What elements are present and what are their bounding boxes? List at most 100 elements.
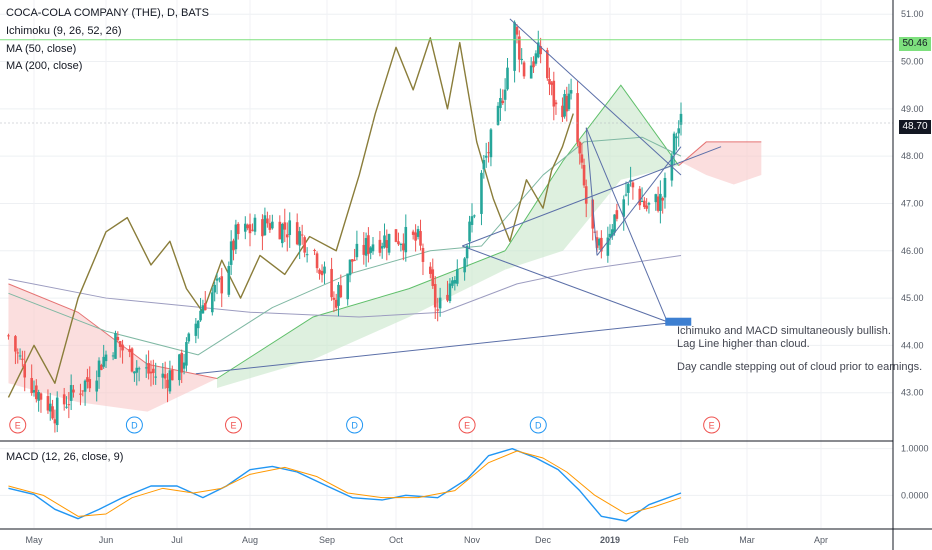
candle-down [88,379,92,389]
legend-macd[interactable]: MACD (12, 26, close, 9) [6,451,124,463]
candle-up [536,42,540,58]
candle-down [283,222,287,230]
candle-up [280,223,284,244]
candle-up [201,305,205,314]
candle-up [97,360,101,378]
candle-up [606,237,610,256]
time-tick-label: Apr [814,535,828,545]
candle-up [194,323,198,336]
time-tick-label: Nov [464,535,481,545]
candle-up [161,373,165,378]
candle-up [234,224,238,250]
candle-up [135,367,139,373]
candle-down [411,231,415,235]
candle-up [503,89,507,100]
candle-up [83,380,87,392]
macd-line [8,447,682,522]
time-tick-label: May [25,535,43,545]
candle-down [318,269,321,274]
event-label: D [351,421,358,431]
lag-line [7,37,574,398]
candle-up [640,201,644,203]
cloud-bull-edge [504,84,680,252]
candle-up [154,376,157,378]
candle-up [513,22,516,71]
candle-up [451,280,454,286]
price-tick-label: 49.00 [901,104,924,114]
candle-up [463,258,466,273]
candle-up [506,67,509,90]
macd-tick-label: 0.0000 [901,490,929,500]
candle-down [16,352,20,354]
candle-up [465,245,469,259]
candle-down [67,404,71,406]
candle-up [613,214,616,233]
trend-line [195,321,682,375]
earnings-marker: E [9,416,27,434]
candle-down [236,223,240,234]
candle-up [323,266,326,274]
candle-down [518,36,521,60]
candle-up [227,266,231,295]
candle-up [196,320,200,329]
candle-up [104,354,108,362]
candle-down [431,269,435,286]
annotation-line-4: Day candle stepping out of cloud prior t… [677,361,923,373]
lag-line [7,37,574,398]
candle-down [14,336,17,352]
candle-down [638,188,642,206]
price-tick-label: 47.00 [901,198,924,208]
trend-line [509,18,682,176]
annotation-line-2: Lag Line higher than cloud. [677,338,810,350]
candle-up [65,406,68,408]
candle-down [561,105,564,118]
candle-up [453,280,457,284]
candle-up [369,247,372,253]
time-tick-label: 2019 [600,535,620,545]
candle-down [39,393,43,400]
legend-ma200[interactable]: MA (200, close) [6,60,83,72]
candle-up [133,371,136,374]
candle-down [339,285,343,298]
candle-down [595,237,599,248]
candle-up [380,246,384,249]
candle-up [383,235,386,248]
candle-down [23,364,27,378]
candle-up [677,128,681,134]
candle-up [529,65,533,79]
candle-down [397,241,400,245]
candle-up [337,284,340,306]
candle-down [261,219,264,237]
candle-up [37,391,40,401]
candle-up [69,385,73,401]
candle-down [166,379,169,389]
candle-down [548,79,551,85]
candle-up [438,297,442,309]
candle-down [285,234,289,238]
annotation-line-1: Ichimuko and MACD simultaneously bullish… [677,325,891,337]
candle-down [600,237,603,252]
candle-down [351,259,354,262]
candle-up [448,283,452,302]
candle-up [137,368,141,370]
candle-up [211,292,214,313]
candle-down [266,218,269,224]
event-circle [703,416,721,434]
legend-ichimoku[interactable]: Ichimoku (9, 26, 52, 26) [6,25,122,37]
candle-up [55,397,59,426]
candle-up [563,93,566,117]
time-tick-label: Sep [319,535,335,545]
candle-down [72,389,75,393]
cloud-bull [217,250,506,388]
candle-up [144,367,148,369]
candle-down [367,235,370,255]
price-tick-label: 45.00 [901,293,924,303]
candle-up [520,58,523,60]
time-tick-label: Oct [389,535,404,545]
candle-down [591,199,595,229]
legend-ma50[interactable]: MA (50, close) [6,43,77,55]
candle-up [263,215,267,236]
candle-down [170,370,174,381]
